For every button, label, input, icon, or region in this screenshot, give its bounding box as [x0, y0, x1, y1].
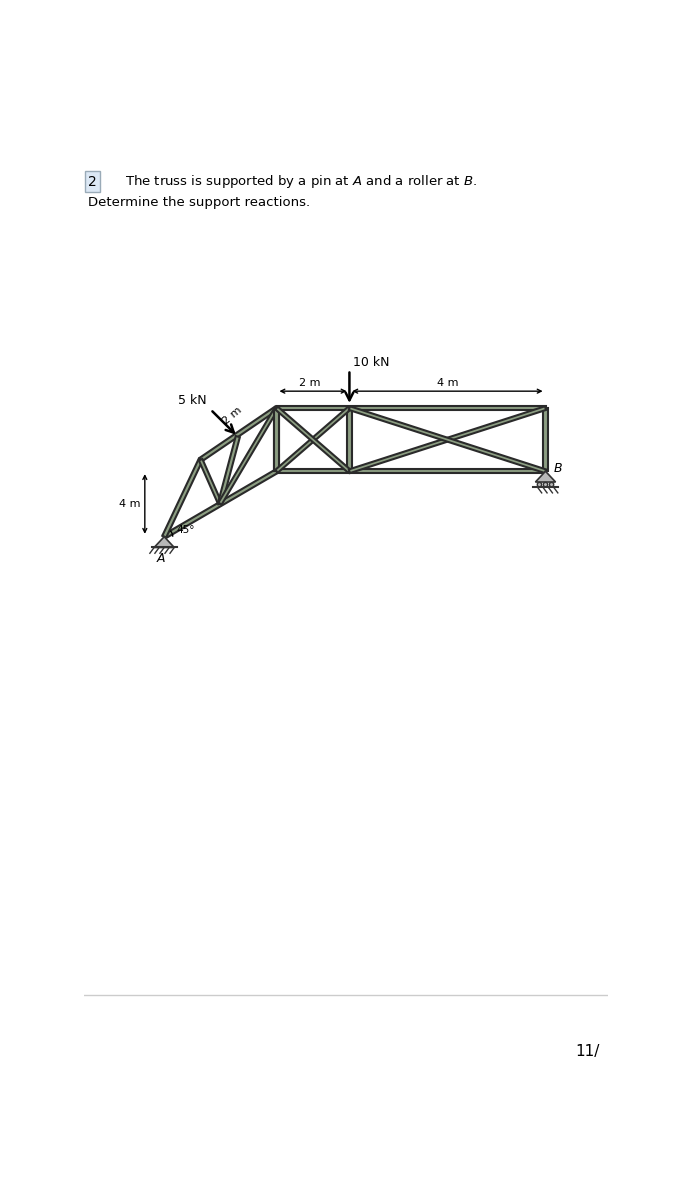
Circle shape — [537, 482, 541, 487]
Text: 2 m: 2 m — [299, 378, 321, 388]
Text: 4 m: 4 m — [437, 378, 458, 388]
Polygon shape — [277, 406, 545, 410]
Polygon shape — [218, 407, 278, 504]
Polygon shape — [277, 469, 545, 473]
Polygon shape — [275, 408, 279, 472]
Polygon shape — [163, 469, 277, 539]
Text: B: B — [554, 462, 562, 475]
Polygon shape — [162, 458, 202, 538]
Polygon shape — [275, 407, 351, 473]
Text: The truss is supported by a pin at $\it{A}$ and a roller at $\it{B}$.: The truss is supported by a pin at $\it{… — [125, 173, 477, 191]
Polygon shape — [543, 408, 547, 472]
Polygon shape — [199, 407, 278, 462]
Text: 2 m: 2 m — [221, 406, 244, 427]
Polygon shape — [348, 408, 352, 472]
Text: 5 kN: 5 kN — [178, 394, 207, 407]
Polygon shape — [275, 407, 351, 473]
Circle shape — [549, 482, 553, 487]
Polygon shape — [535, 472, 556, 482]
Polygon shape — [154, 536, 174, 547]
Text: A: A — [157, 552, 165, 565]
Text: Determine the support reactions.: Determine the support reactions. — [88, 197, 310, 209]
Circle shape — [543, 482, 547, 487]
Polygon shape — [199, 458, 222, 504]
Text: 11/: 11/ — [575, 1044, 600, 1058]
Polygon shape — [275, 408, 279, 472]
Text: 2: 2 — [88, 175, 97, 188]
Text: 4 m: 4 m — [119, 499, 140, 509]
Text: 10 kN: 10 kN — [352, 356, 389, 368]
Polygon shape — [349, 407, 546, 473]
Polygon shape — [349, 407, 546, 473]
Text: 45°: 45° — [177, 526, 195, 535]
Polygon shape — [218, 436, 240, 504]
